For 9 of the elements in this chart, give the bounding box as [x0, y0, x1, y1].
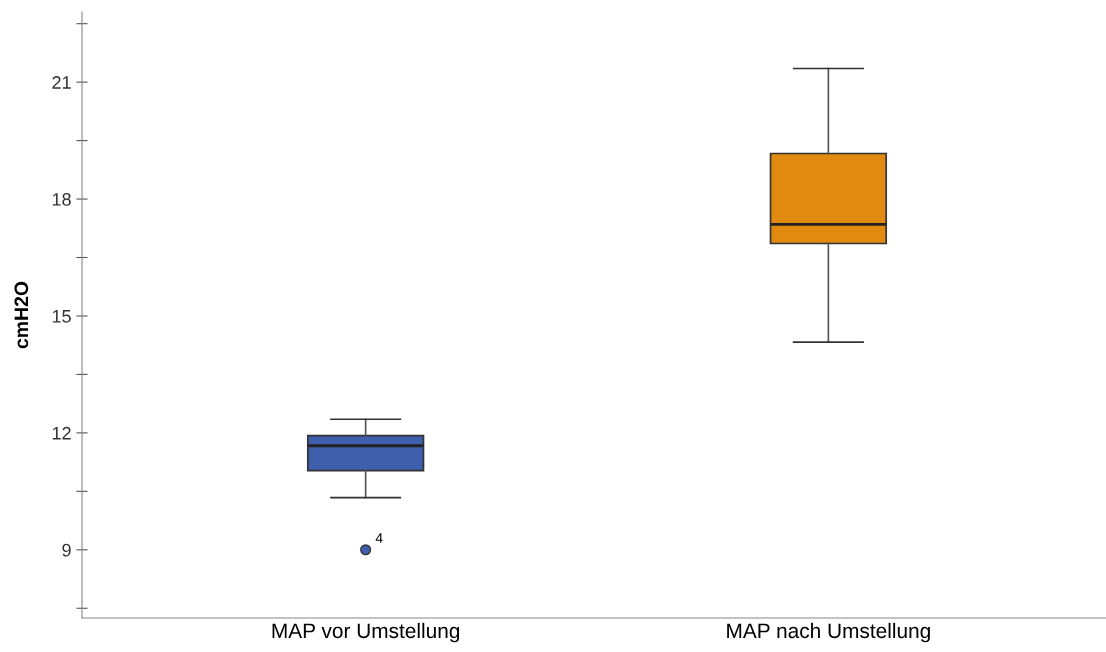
- y-tick-label: 9: [62, 543, 71, 557]
- y-tick-label: 18: [52, 193, 71, 206]
- x-tick-label: MAP vor Umstellung: [272, 622, 460, 643]
- annotation: 4: [375, 533, 383, 543]
- y-axis-title: cmH2O: [14, 281, 29, 349]
- y-tick-label: 15: [52, 310, 71, 323]
- y-tick-label: 21: [52, 76, 71, 89]
- y-tick-label: 12: [52, 426, 71, 440]
- x-tick-label: MAP nach Umstellung: [727, 622, 930, 643]
